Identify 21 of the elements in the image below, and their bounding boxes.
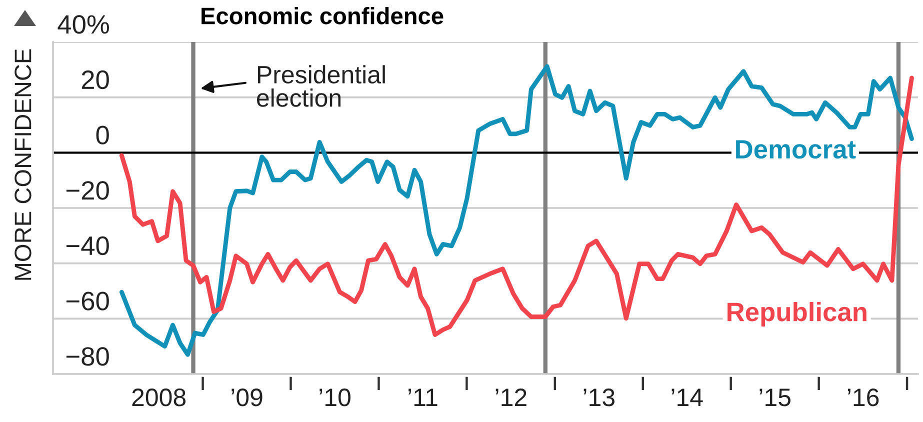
x-tick-label: ’15 — [760, 388, 790, 406]
x-tick-label: ’11 — [408, 388, 438, 406]
series-label: Republican — [728, 302, 866, 327]
series-label: Democrat — [736, 140, 856, 159]
x-tick-label: ’10 — [320, 388, 350, 406]
x-tick-label: ’12 — [496, 388, 526, 406]
x-tick-label: 2008 — [132, 388, 186, 406]
y-tick-label: 20 — [82, 70, 109, 90]
x-tick-label: ’09 — [232, 388, 262, 406]
y-tick-label: −60 — [66, 292, 109, 310]
y-tick-label: −40 — [66, 236, 109, 256]
y-tick-label: −20 — [66, 181, 109, 200]
x-tick-label: ’16 — [848, 388, 879, 406]
y-tick-label: 0 — [96, 126, 109, 144]
y-axis-title: MORE CONFIDENCE — [14, 49, 32, 280]
y-tick-label: 40% — [58, 15, 110, 34]
ref-line-label: Presidential election — [256, 65, 385, 107]
x-tick-label: ’13 — [584, 388, 614, 406]
chart-title: Economic confidence — [202, 6, 444, 24]
y-tick-label: −80 — [66, 347, 109, 366]
x-tick-label: ’14 — [672, 388, 703, 406]
